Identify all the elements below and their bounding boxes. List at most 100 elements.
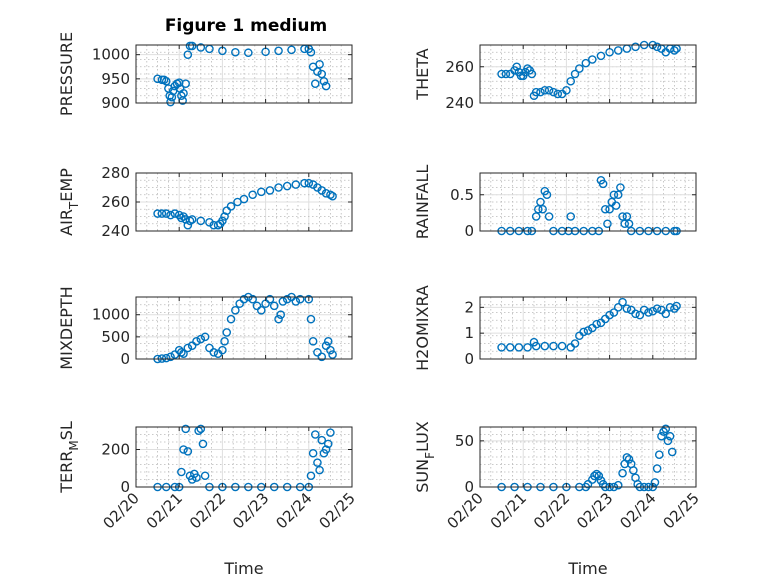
data-point	[631, 309, 640, 319]
data-point	[166, 210, 175, 220]
data-point	[624, 455, 634, 464]
data-point	[196, 424, 206, 434]
data-point	[665, 431, 675, 441]
data-point	[239, 294, 249, 304]
data-point	[213, 220, 223, 230]
y-tick-label: 260	[101, 193, 130, 211]
y-tick-label: 950	[101, 70, 130, 88]
data-point	[652, 464, 662, 473]
data-point	[198, 439, 208, 449]
data-point	[179, 445, 188, 454]
data-point	[613, 480, 623, 490]
y-tick-label: 240	[445, 94, 474, 112]
data-point	[200, 332, 210, 342]
data-point	[618, 297, 627, 307]
data-point	[505, 343, 515, 352]
y-tick-label: 1000	[92, 46, 130, 64]
data-point	[562, 86, 571, 95]
data-point	[205, 44, 214, 54]
data-point	[187, 215, 197, 224]
data-point	[670, 304, 679, 313]
data-point	[600, 204, 610, 214]
data-point	[570, 69, 580, 79]
x-tick-label: 02/24	[616, 489, 659, 532]
data-point	[295, 294, 305, 304]
data-point	[185, 216, 195, 226]
data-point	[598, 179, 608, 189]
data-point	[622, 44, 632, 53]
data-point	[538, 204, 547, 214]
data-point	[187, 341, 197, 351]
data-point	[200, 471, 210, 481]
data-point	[326, 345, 335, 355]
subplot-mixdepth: 0 500 1000 MIXDEPTH	[57, 286, 353, 370]
data-point	[622, 453, 632, 462]
data-point	[181, 424, 190, 434]
data-point	[252, 301, 262, 311]
data-point	[581, 58, 591, 68]
subplot-h2omixra: 0 1 2 H2OMIXRA	[413, 285, 697, 371]
y-axis-label: TERRMSL	[57, 421, 81, 494]
data-point	[512, 62, 522, 72]
data-point	[570, 339, 580, 348]
data-point	[161, 353, 171, 363]
data-point	[306, 314, 316, 324]
data-point	[549, 341, 558, 351]
data-point	[196, 334, 206, 344]
data-point	[326, 428, 335, 437]
figure-title: Figure 1 medium	[165, 16, 327, 36]
axes-box	[135, 426, 353, 488]
data-point	[566, 212, 576, 221]
x-tick-label: 02/24	[272, 489, 315, 532]
data-point	[317, 435, 327, 445]
data-point	[667, 447, 677, 457]
data-point	[629, 466, 638, 475]
data-point	[652, 304, 662, 313]
data-point	[183, 447, 193, 456]
data-point	[161, 209, 171, 218]
data-point	[291, 297, 301, 306]
data-point	[596, 51, 606, 61]
data-point	[269, 301, 279, 311]
y-axis-label: THETA	[413, 48, 432, 100]
data-point	[256, 187, 266, 197]
data-point	[308, 448, 318, 458]
y-tick-label: 0	[464, 350, 474, 368]
subplot-pressure: 900 950 1000 PRESSURE	[57, 32, 353, 116]
y-tick-label: 0	[464, 222, 474, 240]
data-point	[618, 468, 627, 478]
data-point	[652, 42, 662, 52]
data-point	[315, 465, 324, 475]
data-point	[265, 186, 275, 195]
data-point	[497, 343, 506, 352]
y-tick-label: 200	[101, 441, 130, 459]
data-point	[231, 47, 240, 57]
x-tick-label: 02/25	[660, 489, 703, 532]
data-point	[323, 336, 333, 346]
y-axis-label: RAINFALL	[413, 165, 432, 240]
data-point	[205, 343, 214, 353]
data-point	[300, 178, 309, 188]
data-point	[622, 304, 632, 313]
data-point	[239, 194, 249, 204]
y-tick-label: 0	[120, 350, 130, 368]
data-point	[663, 436, 673, 446]
data-point	[531, 87, 541, 97]
data-point	[592, 319, 601, 329]
y-axis-label: MIXDEPTH	[57, 286, 76, 369]
x-tick-label: 02/23	[229, 489, 272, 532]
data-point	[170, 209, 180, 218]
data-point	[588, 55, 597, 64]
data-point	[291, 180, 301, 189]
data-point	[590, 471, 599, 481]
subplot-rainfall: 0 0.5 RAINFALL	[413, 165, 697, 240]
data-point	[527, 69, 537, 79]
y-tick-label: 1000	[92, 306, 130, 324]
data-point	[542, 190, 552, 200]
data-point	[183, 50, 193, 59]
data-point	[544, 212, 554, 221]
data-point	[287, 45, 296, 55]
data-point	[549, 87, 558, 97]
y-tick-label: 500	[101, 328, 130, 346]
axes-box	[135, 44, 353, 104]
